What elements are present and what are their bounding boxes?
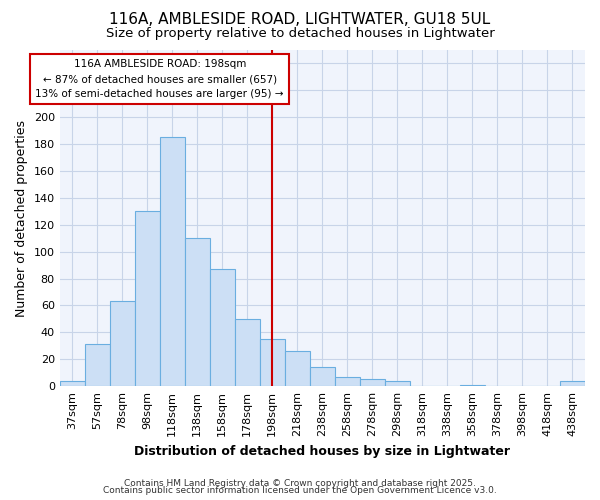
Bar — [285, 351, 310, 386]
X-axis label: Distribution of detached houses by size in Lightwater: Distribution of detached houses by size … — [134, 444, 511, 458]
Bar — [360, 380, 385, 386]
Bar — [85, 344, 110, 386]
Bar — [460, 385, 485, 386]
Bar — [310, 368, 335, 386]
Y-axis label: Number of detached properties: Number of detached properties — [15, 120, 28, 316]
Bar — [385, 381, 410, 386]
Bar — [59, 381, 85, 386]
Bar — [260, 339, 285, 386]
Bar — [335, 377, 360, 386]
Text: Size of property relative to detached houses in Lightwater: Size of property relative to detached ho… — [106, 28, 494, 40]
Text: Contains HM Land Registry data © Crown copyright and database right 2025.: Contains HM Land Registry data © Crown c… — [124, 478, 476, 488]
Bar — [135, 212, 160, 386]
Text: Contains public sector information licensed under the Open Government Licence v3: Contains public sector information licen… — [103, 486, 497, 495]
Text: 116A, AMBLESIDE ROAD, LIGHTWATER, GU18 5UL: 116A, AMBLESIDE ROAD, LIGHTWATER, GU18 5… — [109, 12, 491, 28]
Bar — [185, 238, 210, 386]
Bar — [160, 138, 185, 386]
Bar — [560, 381, 585, 386]
Bar — [210, 269, 235, 386]
Text: 116A AMBLESIDE ROAD: 198sqm
← 87% of detached houses are smaller (657)
13% of se: 116A AMBLESIDE ROAD: 198sqm ← 87% of det… — [35, 60, 284, 99]
Bar — [235, 319, 260, 386]
Bar — [110, 302, 135, 386]
